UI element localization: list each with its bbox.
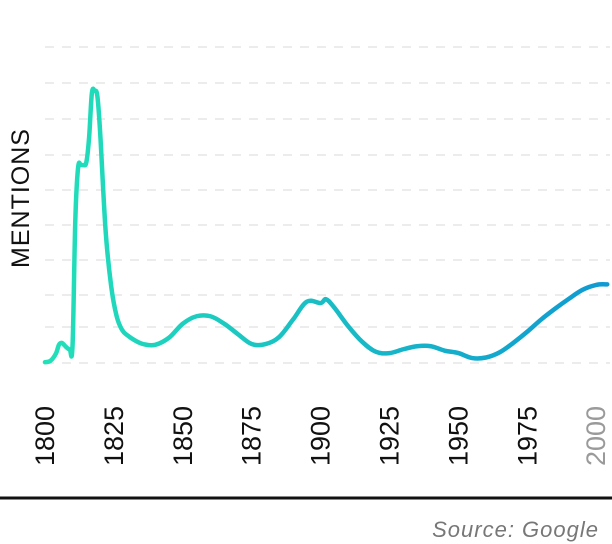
y-axis-label: MENTIONS: [7, 128, 35, 268]
x-tick-label: 1950: [443, 406, 473, 466]
x-tick-label: 1875: [237, 406, 267, 466]
x-tick-label: 1925: [375, 406, 405, 466]
mentions-line: [42, 86, 610, 365]
x-tick-label: 1975: [512, 406, 542, 466]
x-tick-label: 1800: [30, 406, 60, 466]
grid-lines: [45, 46, 610, 364]
x-axis-ticks: 1800 1825 1850 1875 1900 1925 1950 1975 2000: [30, 406, 611, 466]
x-tick-label: 1825: [99, 406, 129, 466]
x-tick-label: 1900: [306, 406, 336, 466]
x-tick-label: 2000: [581, 406, 611, 466]
source-text: Source: Google: [432, 517, 599, 542]
x-tick-label: 1850: [168, 406, 198, 466]
